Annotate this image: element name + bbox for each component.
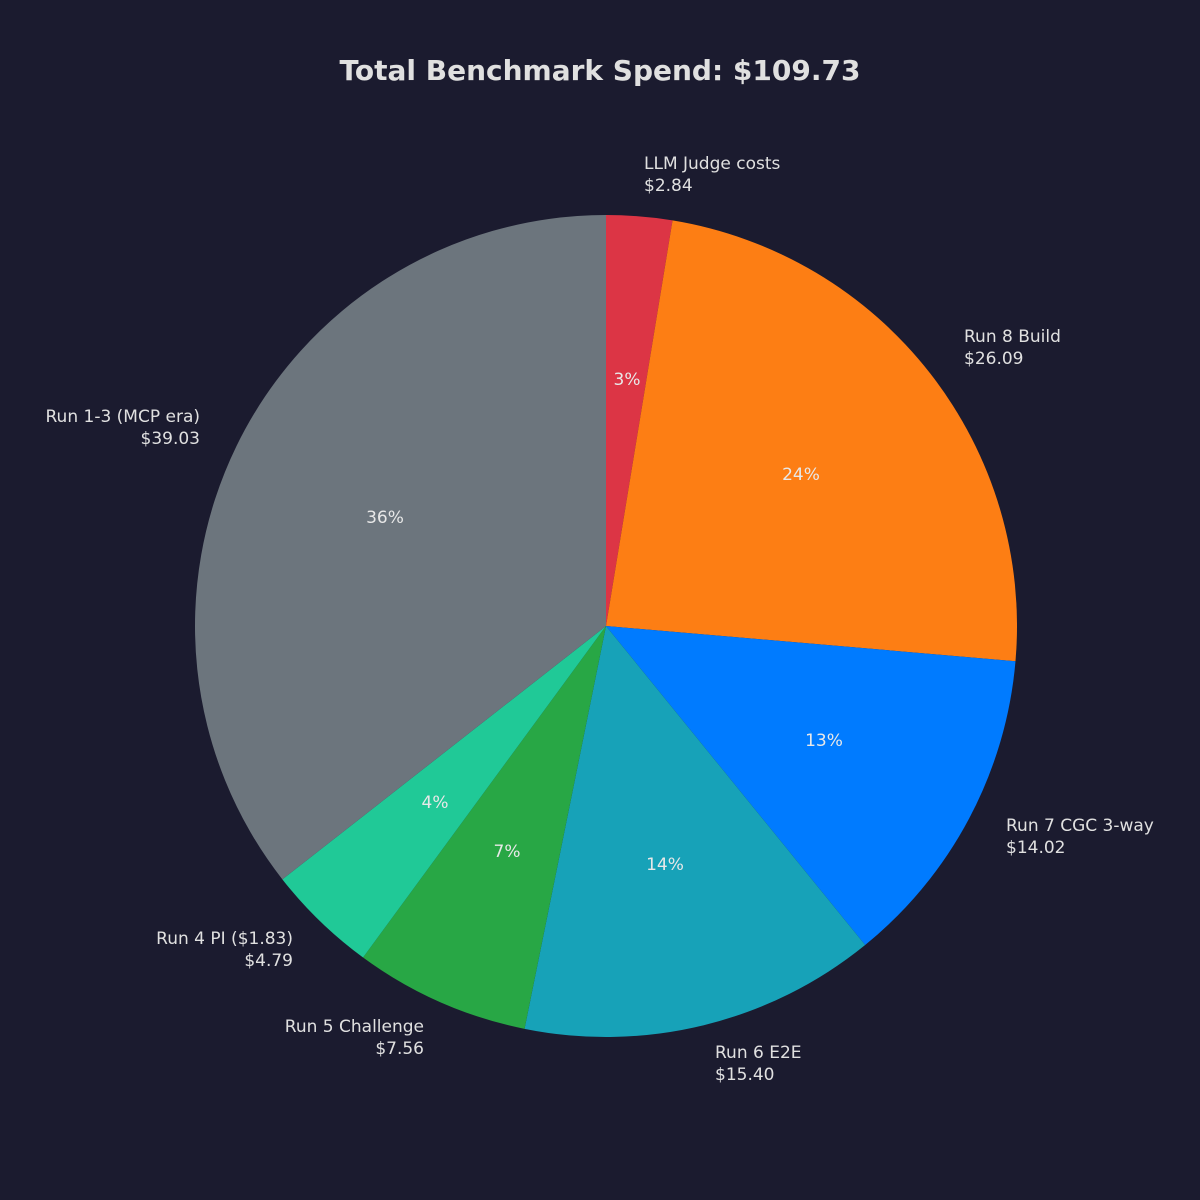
slice-label-run8: Run 8 Build $26.09 xyxy=(964,326,1061,370)
pie-slice xyxy=(606,215,673,626)
slice-name: Run 6 E2E xyxy=(715,1043,802,1063)
pie-slice xyxy=(606,220,1017,662)
slice-label-run5: Run 5 Challenge $7.56 xyxy=(285,1016,424,1060)
slice-name: LLM Judge costs xyxy=(644,154,781,174)
pie-slice xyxy=(282,626,606,958)
pct-label-run7: 13% xyxy=(805,731,843,751)
pct-label-run1-3: 36% xyxy=(366,508,404,528)
pie-slice xyxy=(363,626,606,1029)
slice-value: $4.79 xyxy=(244,951,293,971)
slice-name: Run 5 Challenge xyxy=(284,1017,424,1037)
slice-value: $15.40 xyxy=(715,1065,775,1085)
slice-label-run1-3: Run 1-3 (MCP era) $39.03 xyxy=(46,406,201,450)
pie-slice xyxy=(606,626,1016,945)
slice-value: $14.02 xyxy=(1006,838,1066,858)
slice-label-run4: Run 4 PI ($1.83) $4.79 xyxy=(156,928,293,972)
slice-name: Run 1-3 (MCP era) xyxy=(45,407,201,427)
pie-slice xyxy=(194,215,606,880)
pct-label-run6: 14% xyxy=(646,855,684,875)
slice-value: $26.09 xyxy=(964,349,1024,369)
pct-label-run8: 24% xyxy=(782,465,820,485)
pct-label-run5: 7% xyxy=(493,842,521,862)
slice-value: $39.03 xyxy=(140,429,200,449)
slice-label-run6: Run 6 E2E $15.40 xyxy=(715,1042,802,1086)
slice-name: Run 7 CGC 3-way xyxy=(1006,816,1154,836)
slice-label-llm-judge: LLM Judge costs $2.84 xyxy=(644,153,780,197)
slice-value: $2.84 xyxy=(644,176,693,196)
pie-slice xyxy=(524,626,866,1037)
slice-value: $7.56 xyxy=(375,1039,424,1059)
slice-label-run7: Run 7 CGC 3-way $14.02 xyxy=(1006,815,1154,859)
pct-label-llm-judge: 3% xyxy=(613,370,641,390)
slice-name: Run 4 PI ($1.83) xyxy=(156,929,293,949)
chart-title: Total Benchmark Spend: $109.73 xyxy=(339,54,861,87)
slice-name: Run 8 Build xyxy=(964,327,1061,347)
pct-label-run4: 4% xyxy=(421,793,449,813)
